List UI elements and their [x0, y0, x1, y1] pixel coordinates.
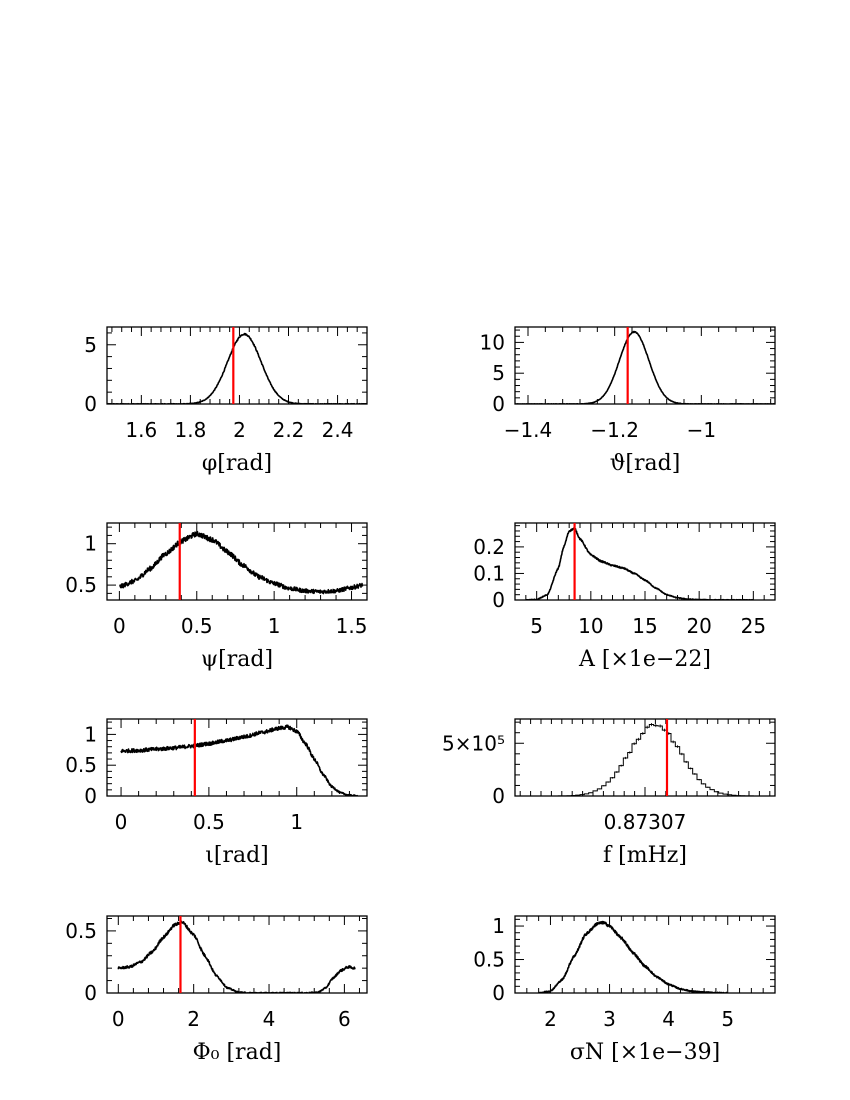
x-tick-label: 25 — [741, 614, 766, 638]
x-tick-label: 4 — [263, 1007, 276, 1031]
plot-frame — [514, 326, 776, 405]
plot-frame — [106, 915, 368, 994]
x-tick-label: 0 — [112, 1007, 125, 1031]
x-tick-label: 1 — [268, 614, 281, 638]
x-tick-label: 15 — [632, 614, 657, 638]
x-tick-label: 0.5 — [181, 614, 213, 638]
y-tick-label: 5 — [492, 361, 505, 385]
panel-theta: −1.4 −1.2 −1 0 5 10 ϑ[rad] — [480, 326, 776, 476]
x-axis-label: φ[rad] — [202, 451, 272, 476]
x-tick-label: 2 — [544, 1007, 557, 1031]
x-axis-label: ψ[rad] — [201, 647, 273, 672]
x-axis-label: f [mHz] — [603, 843, 687, 868]
x-tick-label: 1.6 — [125, 418, 157, 442]
panel-sigma: 2 3 4 5 0 0.5 1 σN [×1e−39] — [473, 914, 776, 1065]
x-tick-label: 5 — [721, 1007, 734, 1031]
posterior-curve — [118, 530, 364, 595]
x-tick-label: 6 — [338, 1007, 351, 1031]
y-tick-label: 0 — [492, 981, 505, 1005]
x-tick-label: 1.8 — [174, 418, 206, 442]
x-axis-label: σN [×1e−39] — [570, 1040, 720, 1065]
y-tick-label: 1 — [84, 722, 97, 746]
plot-frame — [514, 522, 776, 601]
x-tick-label: 20 — [686, 614, 711, 638]
posterior-curve — [538, 920, 729, 993]
x-tick-label: 1 — [290, 810, 303, 834]
panel-phi: 1.6 1.8 2 2.2 2.4 0 5 φ[rad] — [84, 326, 368, 476]
x-tick-label: 2.4 — [322, 418, 354, 442]
x-axis-label: ι[rad] — [205, 843, 269, 868]
x-tick-label: −1.2 — [590, 418, 639, 442]
x-tick-label: 0 — [115, 810, 128, 834]
x-tick-label: 5 — [530, 614, 543, 638]
x-tick-label: 1.5 — [336, 614, 368, 638]
y-tick-label: 10 — [480, 330, 505, 354]
x-tick-label: 3 — [603, 1007, 616, 1031]
panel-iota: 0 0.5 1 0 0.5 1 ι[rad] — [65, 718, 368, 868]
y-tick-label: 1 — [84, 532, 97, 556]
y-tick-label: 0.5 — [473, 948, 505, 972]
x-tick-label: 0.87307 — [604, 810, 687, 834]
y-tick-label: 5 — [84, 333, 97, 357]
posterior-curve — [515, 330, 775, 404]
y-tick-label: 0 — [84, 392, 97, 416]
x-tick-label: 2 — [233, 418, 246, 442]
y-tick-label: 5×10⁵ — [442, 731, 505, 755]
y-tick-label: 1 — [492, 914, 505, 938]
x-tick-label: 2.2 — [273, 418, 305, 442]
plot-frame — [106, 326, 368, 405]
x-tick-label: 2 — [187, 1007, 200, 1031]
x-tick-label: 0.5 — [193, 810, 225, 834]
y-tick-label: 0 — [84, 981, 97, 1005]
x-tick-label: 0 — [113, 614, 126, 638]
panel-phase: 0 2 4 6 0 0.5 Φ₀ [rad] — [65, 915, 368, 1065]
y-tick-label: 0 — [492, 392, 505, 416]
posterior-curve — [525, 527, 754, 600]
panel-frequency: 0.87307 0 5×10⁵ f [mHz] — [442, 718, 776, 868]
y-tick-label: 0.5 — [65, 753, 97, 777]
x-tick-label: −1.4 — [504, 418, 553, 442]
y-tick-label: 0.5 — [65, 573, 97, 597]
y-tick-label: 0 — [84, 784, 97, 808]
x-axis-label: Φ₀ [rad] — [193, 1040, 282, 1065]
panel-amplitude: 5 10 15 20 25 0 0.10.2 A [×1e−22] — [473, 522, 776, 672]
plot-frame — [106, 522, 368, 601]
posterior-curve — [120, 724, 359, 796]
plot-frame — [106, 718, 368, 797]
posterior-histogram — [515, 724, 775, 796]
y-tick-label: 0 — [492, 588, 505, 612]
posterior-curve — [117, 920, 356, 993]
y-tick-label: 0.5 — [65, 919, 97, 943]
y-tick-label: 0.1 — [473, 561, 505, 585]
x-axis-label: ϑ[rad] — [610, 451, 681, 476]
y-tick-label: 0.2 — [473, 535, 505, 559]
posterior-curve — [107, 332, 367, 404]
x-tick-label: 10 — [578, 614, 603, 638]
plot-frame — [514, 915, 776, 994]
y-tick-label: 0 — [492, 784, 505, 808]
x-tick-label: −1 — [687, 418, 716, 442]
x-axis-label: A [×1e−22] — [578, 647, 711, 672]
x-tick-label: 4 — [662, 1007, 675, 1031]
panel-psi: 0 0.5 1 1.5 0.5 1 ψ[rad] — [65, 522, 368, 672]
